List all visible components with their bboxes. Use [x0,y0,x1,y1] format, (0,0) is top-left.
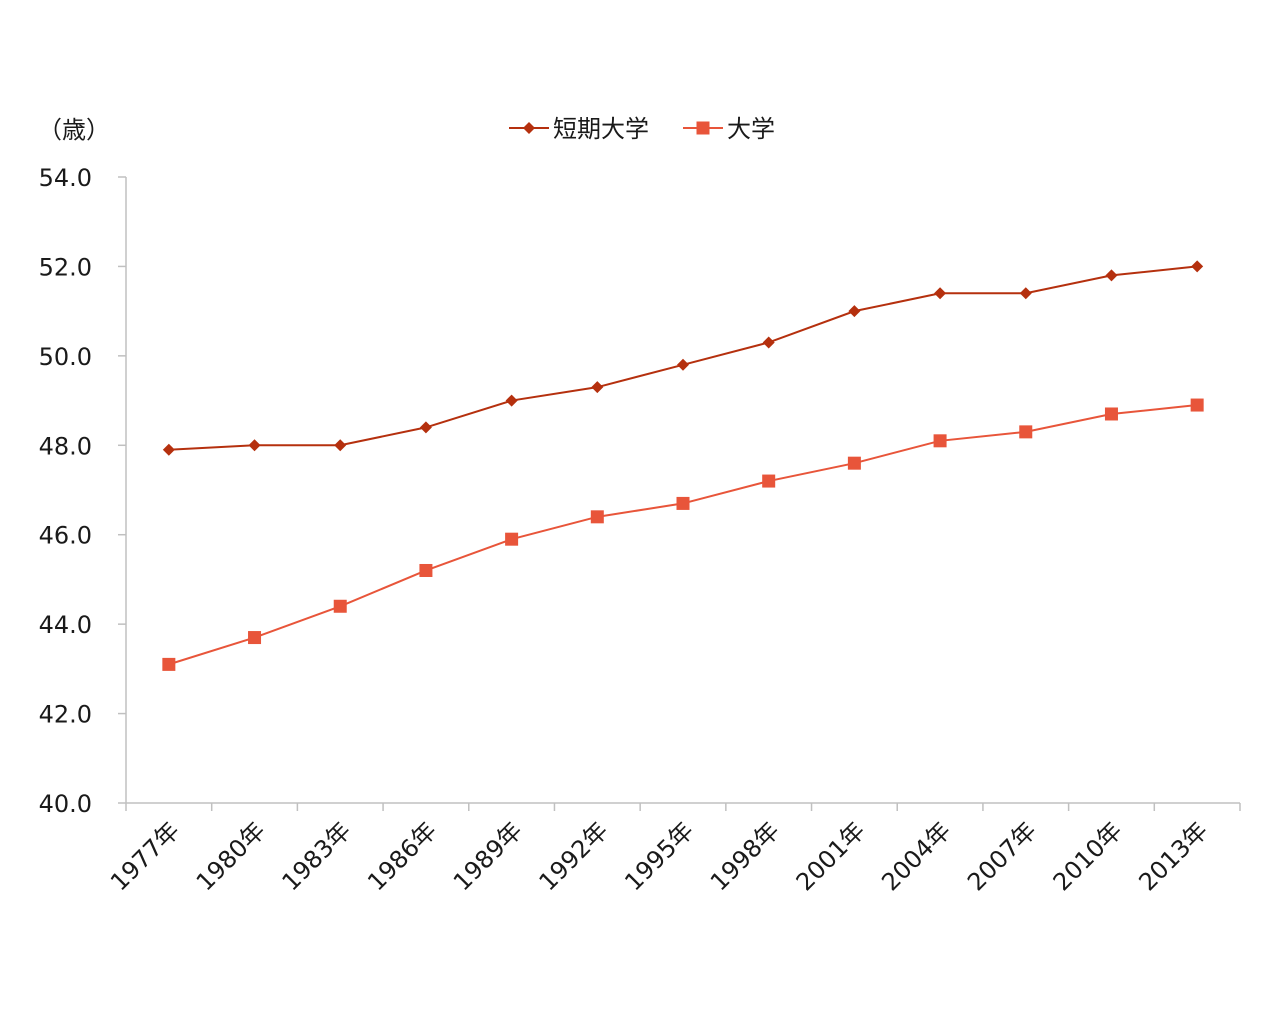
x-tick-label: 1995年 [619,816,699,896]
x-tick-label: 2010年 [1048,816,1128,896]
axes-group [118,176,1241,811]
series-group [162,260,1204,671]
x-tick-label: 1986年 [362,816,442,896]
x-tick-label: 2001年 [791,816,871,896]
y-tick-label: 40.0 [39,790,92,818]
data-point-square [505,532,519,546]
y-tick-labels: 40.0 42.0 44.0 46.0 48.0 50.0 52.0 54.0 [39,164,92,818]
data-point-square [933,434,947,448]
x-tick-label: 1980年 [191,816,271,896]
legend-label-1: 短期大学 [553,115,649,143]
legend-label-2: 大学 [727,115,775,143]
data-point-square [676,496,690,510]
x-tick-label: 2007年 [962,816,1042,896]
data-point-square [333,599,347,613]
x-tick-label: 2004年 [876,816,956,896]
data-point-diamond [762,336,775,349]
legend: 短期大学 大学 [509,115,775,143]
x-tick-label: 1977年 [105,816,185,896]
y-axis-unit-label: （歳） [38,116,110,144]
data-point-diamond [419,421,432,434]
data-point-square [590,510,604,524]
y-tick-label: 42.0 [39,701,92,729]
x-tick-label: 1998年 [705,816,785,896]
data-point-diamond [677,358,689,371]
y-tick-label: 52.0 [39,253,92,281]
data-point-square [162,657,176,671]
x-tick-label: 1983年 [277,816,357,896]
x-tick-labels: 1977年 1980年 1983年 1986年 1989年 1992年 1995年 1998年… [105,816,1213,896]
x-tick-label: 2013年 [1133,816,1213,896]
data-point-square [1190,398,1204,412]
data-point-diamond [848,305,861,318]
x-tick-label: 1992年 [534,816,614,896]
data-point-square [847,456,861,470]
data-point-square [762,474,776,488]
data-point-diamond [1191,260,1204,273]
y-tick-label: 46.0 [39,522,92,550]
y-tick-label: 54.0 [39,164,92,192]
data-point-diamond [1105,269,1118,282]
data-point-square [419,563,433,577]
data-point-square [1104,407,1118,421]
y-tick-label: 48.0 [39,432,92,460]
x-tick-label: 1989年 [448,816,528,896]
y-tick-label: 50.0 [39,343,92,371]
data-point-square [1019,425,1033,439]
data-point-diamond [248,439,261,452]
data-point-diamond [505,394,518,407]
data-point-square [248,631,262,645]
data-point-diamond [934,287,947,300]
data-point-diamond [334,439,347,452]
y-tick-label: 44.0 [39,611,92,639]
data-point-diamond [162,443,175,456]
series-line-2 [168,404,1198,666]
data-point-diamond [591,381,604,394]
data-point-diamond [1019,287,1032,300]
legend-marker-square [696,121,710,135]
series-line-1 [168,265,1198,451]
legend-marker-diamond [523,122,535,134]
